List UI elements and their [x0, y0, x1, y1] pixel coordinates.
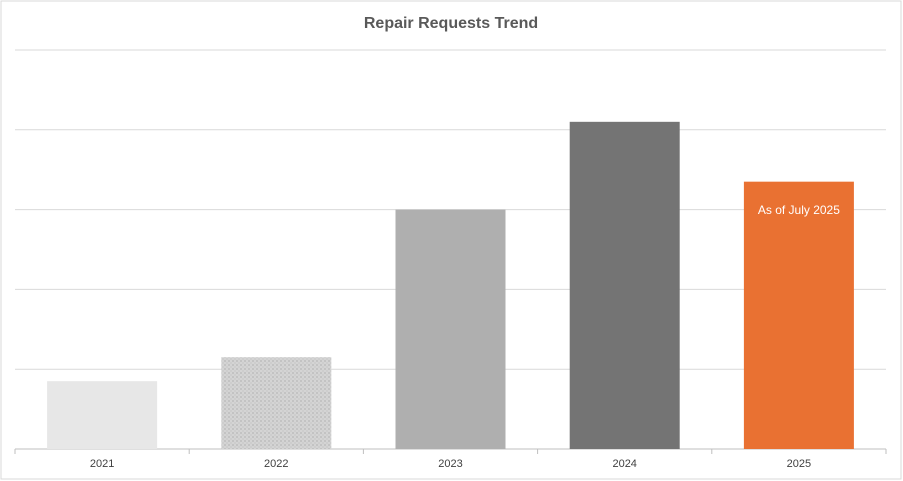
bar: [569, 121, 680, 449]
chart-title: Repair Requests Trend: [364, 15, 538, 32]
bar: [395, 209, 506, 449]
x-tick-label: 2025: [787, 458, 811, 470]
annotation: As of July 2025: [758, 203, 840, 217]
x-tick-label: 2024: [612, 458, 636, 470]
bar: [221, 357, 332, 449]
bar: [743, 181, 854, 450]
x-tick-label: 2022: [264, 458, 288, 470]
x-tick-label: 2021: [90, 458, 114, 470]
bar: [47, 381, 158, 449]
x-tick-label: 2023: [438, 458, 462, 470]
